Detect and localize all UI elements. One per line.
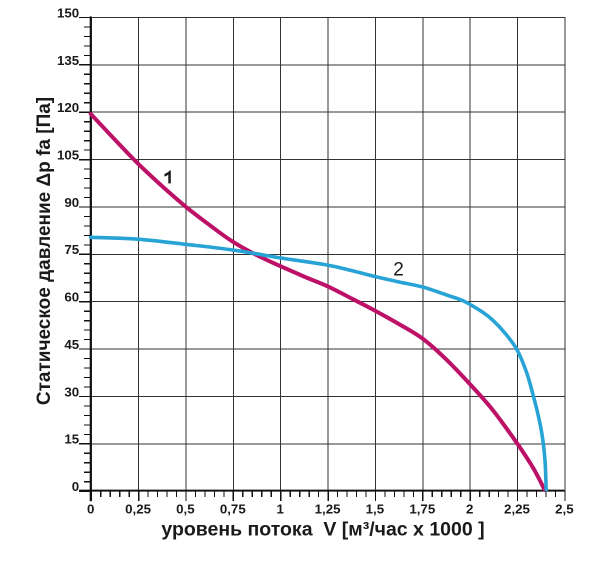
svg-text:15: 15 <box>64 432 79 447</box>
svg-text:0,75: 0,75 <box>220 502 246 517</box>
svg-text:2,25: 2,25 <box>504 502 530 517</box>
svg-text:150: 150 <box>57 5 79 20</box>
svg-text:45: 45 <box>64 337 79 352</box>
svg-text:1,25: 1,25 <box>315 502 341 517</box>
svg-text:1: 1 <box>276 502 284 517</box>
svg-text:2: 2 <box>466 502 473 517</box>
svg-text:1,5: 1,5 <box>366 502 385 517</box>
svg-text:уровень потока V [м³/час x 10: уровень потока V [м³/час x 1000 ] <box>161 519 484 541</box>
svg-text:0,5: 0,5 <box>176 502 195 517</box>
svg-text:0,25: 0,25 <box>125 502 151 517</box>
svg-text:75: 75 <box>64 242 79 257</box>
svg-text:120: 120 <box>57 100 79 115</box>
svg-text:2,5: 2,5 <box>555 502 574 517</box>
svg-text:90: 90 <box>64 195 79 210</box>
svg-text:0: 0 <box>87 502 94 517</box>
svg-text:Статическое давление Δp fa [Па: Статическое давление Δp fa [Па] <box>34 97 55 405</box>
svg-text:135: 135 <box>57 53 80 68</box>
svg-text:30: 30 <box>64 384 79 399</box>
svg-text:60: 60 <box>64 290 79 305</box>
svg-text:2: 2 <box>393 260 404 281</box>
svg-text:1,75: 1,75 <box>409 502 435 517</box>
svg-text:0: 0 <box>72 479 79 494</box>
svg-text:105: 105 <box>57 148 80 163</box>
